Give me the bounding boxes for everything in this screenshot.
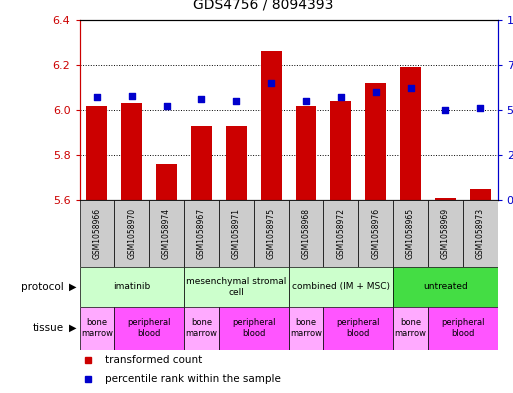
Text: bone
marrow: bone marrow (186, 318, 218, 338)
Bar (156, 164, 177, 200)
Bar (87, 106, 107, 200)
Point (441, 107, 449, 113)
Text: GSM1058975: GSM1058975 (267, 208, 275, 259)
Text: bone
marrow: bone marrow (81, 318, 113, 338)
Bar (191, 126, 212, 200)
Bar (184, 267, 288, 307)
Point (163, 103, 171, 110)
Text: peripheral
blood: peripheral blood (127, 318, 171, 338)
Text: GSM1058973: GSM1058973 (476, 208, 485, 259)
Text: bone
marrow: bone marrow (394, 318, 426, 338)
Bar (428, 200, 463, 267)
Bar (149, 200, 184, 267)
Bar (288, 307, 323, 350)
Bar (393, 267, 498, 307)
Bar (80, 267, 184, 307)
Point (476, 105, 484, 111)
Point (406, 85, 415, 92)
Bar (330, 101, 351, 200)
Point (198, 96, 206, 102)
Point (232, 98, 241, 104)
Text: bone
marrow: bone marrow (290, 318, 322, 338)
Bar (288, 267, 393, 307)
Text: mesenchymal stromal
cell: mesenchymal stromal cell (186, 277, 286, 297)
Bar (393, 307, 428, 350)
Bar (435, 198, 456, 200)
Bar (226, 126, 247, 200)
Bar (323, 307, 393, 350)
Bar (358, 200, 393, 267)
Text: transformed count: transformed count (105, 354, 202, 365)
Text: GSM1058968: GSM1058968 (302, 208, 310, 259)
Bar (114, 307, 184, 350)
Bar (254, 200, 288, 267)
Text: peripheral
blood: peripheral blood (441, 318, 484, 338)
Text: peripheral
blood: peripheral blood (232, 318, 275, 338)
Bar (400, 67, 421, 200)
Text: percentile rank within the sample: percentile rank within the sample (105, 374, 281, 384)
Bar (219, 200, 254, 267)
Bar (114, 200, 149, 267)
Text: GSM1058969: GSM1058969 (441, 208, 450, 259)
Bar (393, 200, 428, 267)
Text: untreated: untreated (423, 283, 468, 291)
Bar (121, 103, 142, 200)
Point (267, 80, 275, 86)
Bar (184, 307, 219, 350)
Text: GSM1058967: GSM1058967 (197, 208, 206, 259)
Text: tissue: tissue (33, 323, 64, 333)
Text: imatinib: imatinib (113, 283, 150, 291)
Bar (323, 200, 358, 267)
Text: GSM1058970: GSM1058970 (127, 208, 136, 259)
Bar (288, 200, 323, 267)
Bar (428, 307, 498, 350)
Bar (365, 83, 386, 200)
Bar (295, 106, 317, 200)
Point (337, 94, 345, 101)
Bar (219, 307, 288, 350)
Text: GSM1058971: GSM1058971 (232, 208, 241, 259)
Point (128, 92, 136, 99)
Text: GSM1058976: GSM1058976 (371, 208, 380, 259)
Text: GSM1058966: GSM1058966 (92, 208, 102, 259)
Bar (261, 51, 282, 200)
Text: peripheral
blood: peripheral blood (337, 318, 380, 338)
Bar (470, 189, 490, 200)
Text: GSM1058974: GSM1058974 (162, 208, 171, 259)
Text: ▶: ▶ (69, 323, 77, 333)
Bar (463, 200, 498, 267)
Bar (184, 200, 219, 267)
Text: GSM1058965: GSM1058965 (406, 208, 415, 259)
Point (302, 98, 310, 104)
Point (93, 94, 101, 101)
Text: GSM1058972: GSM1058972 (337, 208, 345, 259)
Bar (80, 200, 114, 267)
Text: ▶: ▶ (69, 282, 77, 292)
Bar (80, 307, 114, 350)
Text: combined (IM + MSC): combined (IM + MSC) (292, 283, 390, 291)
Text: protocol: protocol (22, 282, 64, 292)
Text: GDS4756 / 8094393: GDS4756 / 8094393 (193, 0, 333, 12)
Point (371, 89, 380, 95)
